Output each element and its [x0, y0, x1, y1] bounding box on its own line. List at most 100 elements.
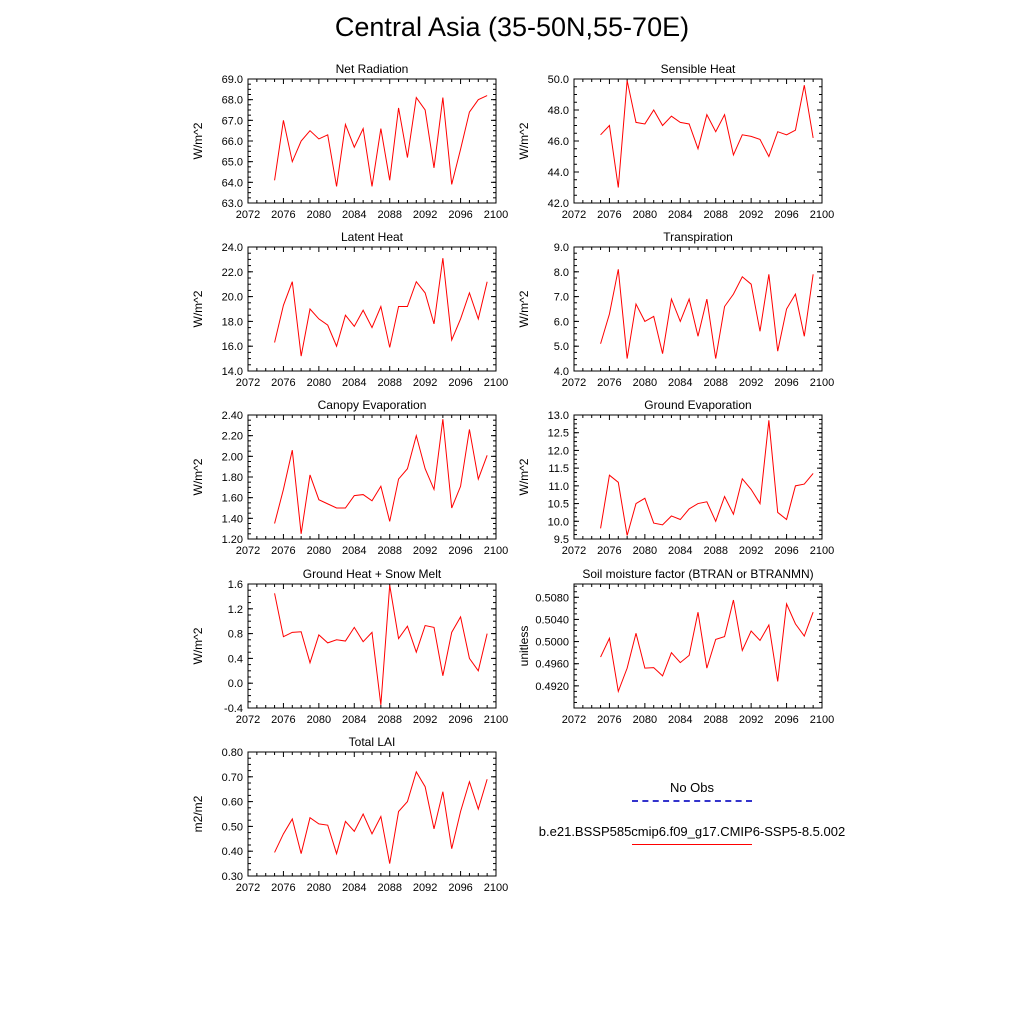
x-tick-label: 2096: [448, 209, 472, 221]
panel-title: Transpiration: [663, 230, 733, 244]
y-tick-label: 11.5: [548, 463, 569, 475]
y-tick-label: 0.4960: [535, 659, 569, 671]
x-tick-label: 2100: [484, 377, 508, 389]
series-line-0: [600, 420, 814, 536]
y-axis-label: W/m^2: [191, 290, 205, 327]
x-tick-label: 2096: [448, 882, 472, 894]
y-tick-label: 46.0: [548, 136, 569, 148]
series-line-0: [600, 269, 814, 359]
series-line-0: [600, 599, 814, 694]
panel-1: Sensible Heat W/m^2 2072 2076 2080 2084 2088 20…: [517, 62, 834, 221]
x-tick-label: 2084: [342, 545, 366, 557]
y-tick-label: 63.0: [222, 198, 243, 210]
y-tick-label: 0.30: [222, 871, 243, 883]
x-tick-label: 2084: [342, 882, 366, 894]
x-tick-label: 2076: [597, 377, 621, 389]
y-tick-label: 0.4: [228, 653, 243, 665]
x-tick-label: 2100: [810, 545, 834, 557]
series-line-0: [274, 95, 488, 187]
x-tick-label: 2100: [484, 882, 508, 894]
panel-title: Total LAI: [349, 735, 396, 749]
panel-title: Latent Heat: [341, 230, 404, 244]
y-tick-label: 68.0: [222, 95, 243, 107]
panel-5: Ground Evaporation W/m^2 2072 2076 2080 2084 2…: [517, 398, 834, 557]
y-tick-label: 0.50: [222, 821, 243, 833]
x-tick-label: 2100: [484, 545, 508, 557]
y-tick-label: 0.60: [222, 797, 243, 809]
x-tick-label: 2092: [413, 377, 437, 389]
x-tick-label: 2076: [271, 377, 295, 389]
y-tick-label: 7.0: [554, 292, 569, 304]
y-tick-label: 13.0: [548, 410, 569, 422]
x-tick-label: 2084: [342, 714, 366, 726]
x-tick-label: 2072: [562, 209, 586, 221]
panel-title: Net Radiation: [336, 62, 409, 76]
x-tick-label: 2088: [377, 377, 401, 389]
x-tick-label: 2096: [448, 377, 472, 389]
x-tick-label: 2072: [236, 377, 260, 389]
x-tick-label: 2100: [810, 714, 834, 726]
series-line-0: [274, 770, 488, 864]
legend-swatch-obs: [632, 800, 752, 802]
y-tick-label: 9.0: [554, 242, 569, 254]
x-tick-label: 2072: [236, 882, 260, 894]
y-tick-label: 1.2: [228, 604, 243, 616]
y-tick-label: 0.40: [222, 846, 243, 858]
panel-7: Soil moisture factor (BTRAN or BTRANMN) u…: [517, 567, 834, 726]
y-axis-label: unitless: [517, 626, 531, 667]
x-tick-label: 2100: [484, 209, 508, 221]
panel-8: Total LAI m2/m2 2072 2076 2080 2084 2088 2092 20…: [191, 735, 508, 894]
y-axis-label: W/m^2: [191, 122, 205, 159]
x-tick-label: 2100: [484, 714, 508, 726]
panel-2: Latent Heat W/m^2 2072 2076 2080 2084 2088 2092…: [191, 230, 508, 389]
y-tick-label: 0.8: [228, 629, 243, 641]
y-axis-label: W/m^2: [191, 627, 205, 664]
y-tick-label: 1.6: [228, 579, 243, 591]
x-tick-label: 2084: [668, 545, 692, 557]
panel-0: Net Radiation W/m^2 2072 2076 2080 2084 2088 20…: [191, 62, 508, 221]
y-tick-label: 65.0: [222, 157, 243, 169]
y-tick-label: 64.0: [222, 177, 243, 189]
figure-title: Central Asia (35-50N,55-70E): [334, 12, 690, 42]
x-tick-label: 2080: [633, 545, 657, 557]
panel-title: Canopy Evaporation: [318, 398, 427, 412]
plot-frame: [573, 246, 823, 372]
y-axis-label: W/m^2: [517, 458, 531, 495]
x-tick-label: 2092: [413, 545, 437, 557]
panel-6: Ground Heat + Snow Melt W/m^2 2072 2076 2080…: [191, 567, 508, 726]
x-tick-label: 2072: [236, 714, 260, 726]
x-tick-label: 2088: [377, 545, 401, 557]
plot-frame: [247, 246, 497, 372]
x-tick-label: 2092: [739, 377, 763, 389]
x-tick-label: 2096: [774, 545, 798, 557]
legend-swatch-model: [632, 844, 752, 845]
x-tick-label: 2088: [377, 209, 401, 221]
x-tick-label: 2084: [668, 714, 692, 726]
y-tick-label: 11.0: [548, 481, 569, 493]
x-tick-label: 2092: [413, 209, 437, 221]
plot-frame: [247, 583, 497, 709]
y-tick-label: 8.0: [554, 267, 569, 279]
x-tick-label: 2076: [271, 714, 295, 726]
y-tick-label: -0.4: [224, 703, 243, 715]
y-tick-label: 44.0: [548, 167, 569, 179]
x-tick-label: 2076: [271, 209, 295, 221]
y-tick-label: 6.0: [554, 316, 569, 328]
x-tick-label: 2080: [633, 714, 657, 726]
x-tick-label: 2092: [739, 209, 763, 221]
x-tick-label: 2076: [597, 714, 621, 726]
y-axis-label: W/m^2: [517, 290, 531, 327]
y-tick-label: 50.0: [548, 74, 569, 86]
y-tick-label: 48.0: [548, 105, 569, 117]
x-tick-label: 2096: [774, 209, 798, 221]
x-tick-label: 2088: [703, 209, 727, 221]
y-tick-label: 24.0: [222, 242, 243, 254]
x-tick-label: 2096: [774, 377, 798, 389]
y-tick-label: 0.0: [228, 678, 243, 690]
y-tick-label: 12.5: [548, 428, 569, 440]
panel-3: Transpiration W/m^2 2072 2076 2080 2084 2088 20…: [517, 230, 834, 389]
panel-title: Ground Evaporation: [644, 398, 751, 412]
y-tick-label: 1.80: [222, 472, 243, 484]
x-tick-label: 2096: [774, 714, 798, 726]
